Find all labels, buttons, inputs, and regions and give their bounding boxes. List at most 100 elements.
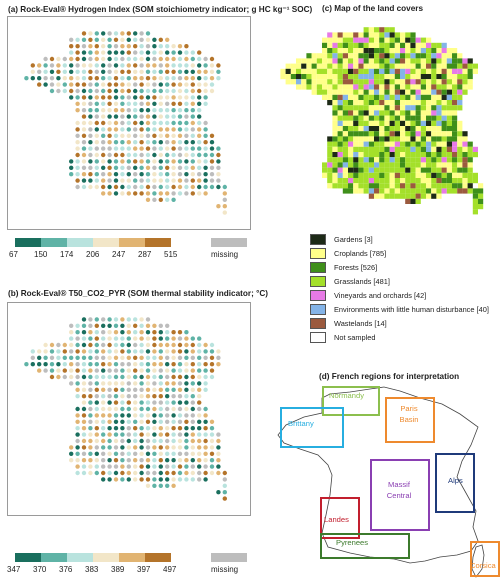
land-cover-cell — [389, 115, 395, 121]
panel-b-sample-dot — [75, 394, 80, 399]
land-cover-cell — [394, 162, 400, 168]
panel-a-sample-dot — [177, 95, 183, 100]
land-cover-cell — [389, 74, 395, 80]
panel-b-sample-dot — [177, 381, 183, 386]
panel-a-sample-dot — [184, 108, 189, 113]
panel-a-sample-dot — [139, 101, 144, 107]
land-cover-cell — [384, 162, 390, 168]
legend-a-tick: 287 — [138, 250, 152, 259]
land-cover-cell — [410, 131, 416, 137]
land-cover-cell — [290, 68, 296, 74]
panel-a-sample-dot — [69, 44, 74, 49]
panel-a-sample-dot — [107, 82, 112, 87]
panel-b-sample-dot — [94, 362, 100, 367]
panel-b-sample-dot — [197, 426, 202, 431]
panel-b-sample-dot — [190, 336, 195, 341]
land-cover-cell — [394, 63, 400, 69]
panel-a-sample-dot — [120, 69, 125, 74]
land-cover-cell — [415, 126, 421, 132]
land-cover-cell — [405, 162, 411, 168]
panel-b-sample-dot — [133, 342, 138, 348]
land-cover-cell — [405, 198, 411, 204]
land-cover-cell — [311, 68, 317, 74]
land-cover-cell — [353, 74, 359, 80]
land-cover-cell — [337, 42, 343, 48]
land-cover-cell — [394, 74, 400, 80]
land-cover-cell — [431, 157, 437, 163]
land-cover-cell — [384, 115, 390, 121]
land-cover-cell — [410, 115, 416, 121]
panel-a-sample-dot — [197, 95, 202, 100]
panel-b-sample-dot — [75, 413, 80, 418]
land-cover-cell — [462, 141, 468, 147]
land-cover-cell — [394, 68, 400, 74]
legend-b-missing-label: missing — [211, 565, 239, 574]
panel-b-sample-dot — [94, 342, 100, 348]
land-cover-cell — [441, 48, 447, 54]
panel-b-sample-dot — [165, 458, 170, 463]
panel-a-sample-dot — [177, 191, 183, 196]
land-cover-cell — [436, 48, 442, 54]
land-cover-cell — [379, 131, 385, 137]
land-cover-cell — [332, 94, 338, 100]
panel-b-sample-dot — [209, 342, 215, 348]
land-cover-cell — [358, 53, 364, 59]
panel-a-sample-dot — [94, 114, 100, 119]
panel-a-sample-dot — [81, 120, 87, 126]
panel-a-sample-dot — [177, 56, 183, 62]
panel-b-sample-dot — [94, 400, 100, 405]
panel-a-sample-dot — [145, 120, 151, 126]
panel-b-sample-dot — [145, 323, 151, 328]
panel-b-sample-dot — [49, 349, 55, 354]
land-cover-cell — [441, 63, 447, 69]
land-cover-cell — [446, 79, 452, 85]
land-cover-cell — [337, 74, 343, 80]
land-cover-cell — [389, 84, 395, 90]
land-cover-cell — [374, 89, 380, 95]
panel-b-sample-dot — [171, 426, 176, 431]
panel-b-sample-dot — [190, 355, 195, 360]
panel-b-sample-dot — [81, 323, 87, 328]
land-cover-cell — [358, 146, 364, 152]
panel-a-sample-dot — [75, 108, 80, 113]
panel-a-sample-dot — [49, 82, 55, 87]
land-cover-cell — [389, 136, 395, 142]
panel-a-sample-dot — [133, 95, 138, 100]
panel-a-sample-dot — [158, 140, 163, 145]
land-cover-cell — [363, 79, 369, 85]
panel-b-sample-dot — [107, 355, 112, 360]
legend-c-label: Not sampled — [334, 332, 376, 342]
panel-a-sample-dot — [133, 37, 138, 42]
land-cover-cell — [384, 100, 390, 106]
land-cover-cell — [379, 120, 385, 126]
land-cover-cell — [363, 53, 369, 59]
land-cover-cell — [452, 157, 458, 163]
panel-b-sample-dot — [158, 470, 163, 476]
legend-c-swatch — [310, 233, 326, 245]
panel-a-sample-dot — [126, 88, 131, 94]
panel-b-sample-dot — [107, 451, 112, 456]
panel-b-sample-dot — [133, 400, 138, 405]
land-cover-cell — [452, 120, 458, 126]
land-cover-cell — [337, 115, 343, 121]
panel-a-sample-dot — [81, 146, 87, 151]
land-cover-cell — [426, 37, 432, 43]
land-cover-cell — [415, 68, 421, 74]
land-cover-cell — [472, 152, 478, 158]
land-cover-cell — [389, 42, 395, 48]
land-cover-cell — [457, 178, 463, 184]
panel-b-sample-dot — [152, 483, 157, 488]
land-cover-cell — [431, 120, 437, 126]
panel-b-sample-dot — [139, 362, 144, 367]
land-cover-cell — [426, 131, 432, 137]
land-cover-cell — [337, 167, 343, 173]
land-cover-cell — [306, 58, 312, 64]
panel-a-sample-dot — [81, 31, 87, 36]
panel-a-sample-dot — [81, 56, 87, 62]
panel-a-sample-dot — [145, 172, 151, 177]
land-cover-cell — [342, 100, 348, 106]
panel-b-sample-dot — [152, 368, 157, 373]
panel-a-sample-dot — [152, 197, 157, 202]
panel-a-sample-dot — [139, 146, 144, 151]
panel-a-sample-dot — [158, 184, 163, 190]
